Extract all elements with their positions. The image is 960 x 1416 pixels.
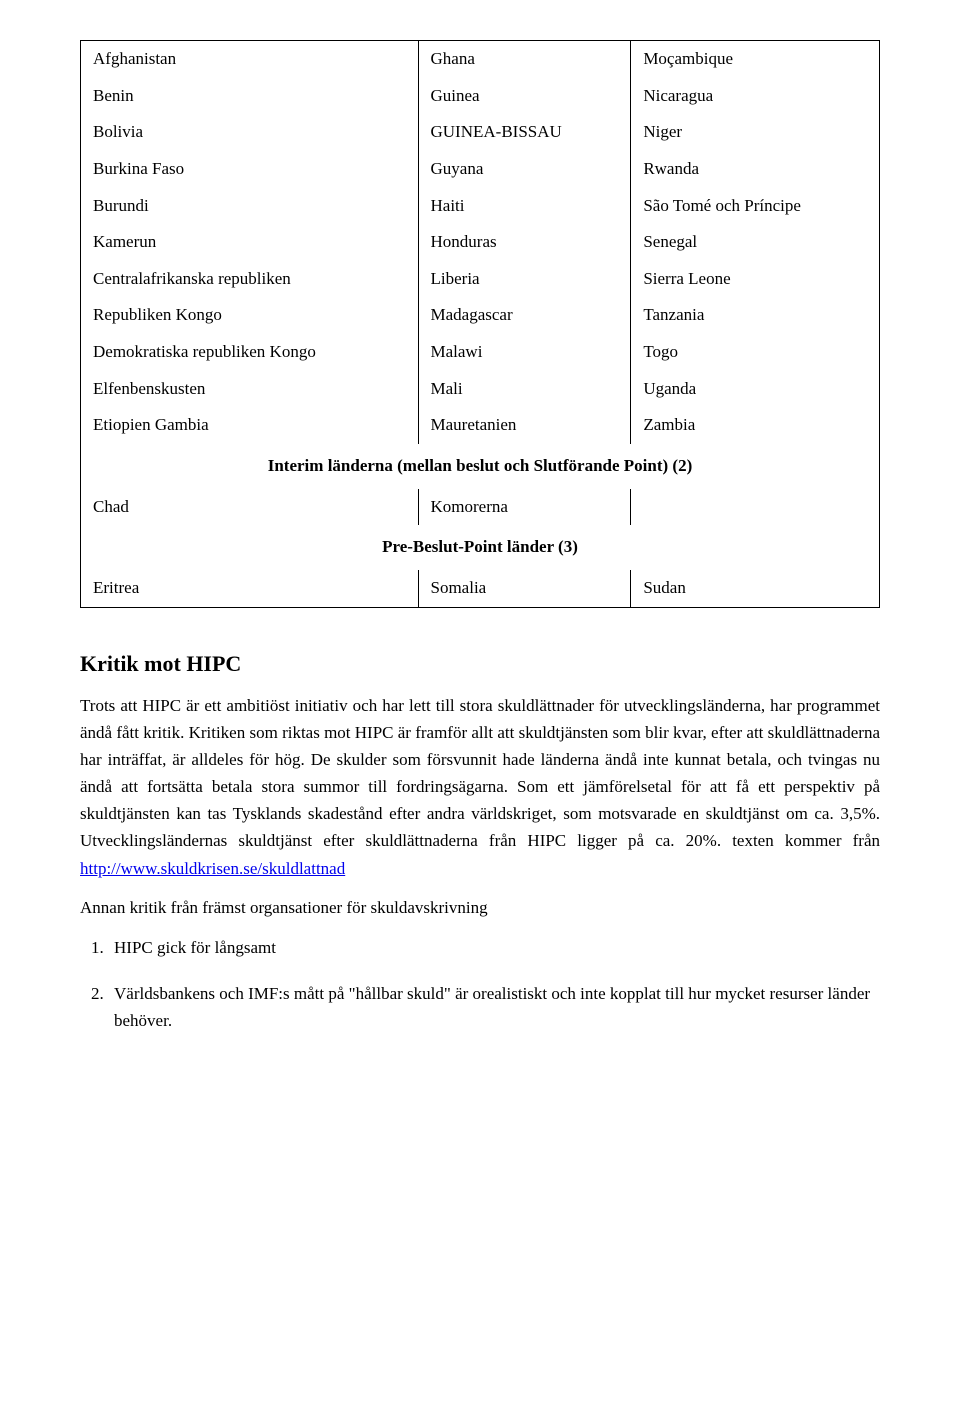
list-item: Världsbankens och IMF:s mått på "hållbar… [108,980,880,1034]
table-cell: Togo [631,334,880,371]
table-cell: Republiken Kongo [81,297,419,334]
table-cell: Sierra Leone [631,261,880,298]
table-cell: Eritrea [81,570,419,607]
table-cell: Afghanistan [81,41,419,78]
table-cell: Uganda [631,371,880,408]
table-cell: Zambia [631,407,880,444]
table-cell: Senegal [631,224,880,261]
table-cell: Burundi [81,188,419,225]
table-cell: Rwanda [631,151,880,188]
table-cell: Chad [81,489,419,526]
table-cell: Madagascar [418,297,631,334]
table-cell: São Tomé och Príncipe [631,188,880,225]
table-section-header: Pre-Beslut-Point länder (3) [81,525,880,570]
table-cell: Haiti [418,188,631,225]
table-cell [631,489,880,526]
table-cell: Liberia [418,261,631,298]
table-section-header: Interim länderna (mellan beslut och Slut… [81,444,880,489]
table-cell: Nicaragua [631,78,880,115]
table-cell: Kamerun [81,224,419,261]
table-cell: Benin [81,78,419,115]
criticism-list: HIPC gick för långsamt Världsbankens och … [108,934,880,1034]
table-cell: Bolivia [81,114,419,151]
table-cell: Demokratiska republiken Kongo [81,334,419,371]
paragraph-text: Trots att HIPC är ett ambitiöst initiati… [80,696,880,851]
table-cell: Moçambique [631,41,880,78]
article-paragraph: Trots att HIPC är ett ambitiöst initiati… [80,692,880,882]
article-heading: Kritik mot HIPC [80,648,880,680]
table-cell: Mauretanien [418,407,631,444]
table-cell: GUINEA-BISSAU [418,114,631,151]
source-link[interactable]: http://www.skuldkrisen.se/skuldlattnad [80,859,345,878]
table-cell: Centralafrikanska republiken [81,261,419,298]
table-cell: Somalia [418,570,631,607]
table-cell: Guinea [418,78,631,115]
countries-table: AfghanistanGhanaMoçambique BeninGuineaNic… [80,40,880,608]
table-cell: Malawi [418,334,631,371]
list-item: HIPC gick för långsamt [108,934,880,961]
sub-paragraph: Annan kritik från främst organsationer f… [80,896,880,921]
table-cell: Mali [418,371,631,408]
table-cell: Tanzania [631,297,880,334]
table-cell: Burkina Faso [81,151,419,188]
table-cell: Guyana [418,151,631,188]
table-cell: Niger [631,114,880,151]
table-cell: Sudan [631,570,880,607]
table-cell: Honduras [418,224,631,261]
table-cell: Etiopien Gambia [81,407,419,444]
table-cell: Elfenbenskusten [81,371,419,408]
table-cell: Komorerna [418,489,631,526]
table-cell: Ghana [418,41,631,78]
